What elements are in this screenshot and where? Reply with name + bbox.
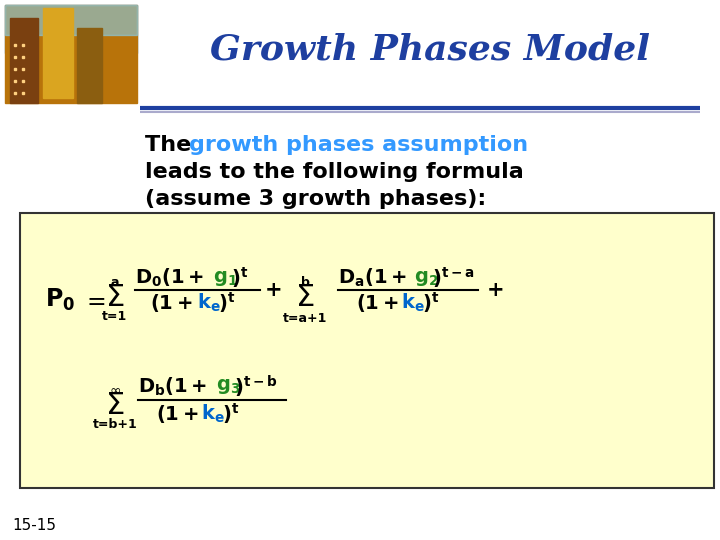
Text: $\mathbf{g_1}$: $\mathbf{g_1}$ [213, 268, 238, 287]
Bar [10, 18, 38, 103]
Text: $\mathbf{D_0(1+}$: $\mathbf{D_0(1+}$ [135, 267, 204, 289]
Text: $\mathbf{(1+}$: $\mathbf{(1+}$ [356, 292, 399, 314]
Text: leads to the following formula: leads to the following formula [145, 162, 523, 182]
Text: t=b+1: t=b+1 [93, 417, 138, 430]
Text: $\mathbf{(1+}$: $\mathbf{(1+}$ [156, 403, 199, 425]
Text: a: a [111, 275, 120, 288]
Text: $\mathbf{)^t}$: $\mathbf{)^t}$ [231, 266, 248, 291]
Text: $\mathbf{+}$: $\mathbf{+}$ [264, 280, 282, 300]
Text: $\mathbf{)^t}$: $\mathbf{)^t}$ [222, 402, 239, 427]
Text: $\mathbf{+}$: $\mathbf{+}$ [486, 280, 504, 300]
Text: growth phases assumption: growth phases assumption [189, 135, 528, 155]
Text: $\mathbf{g_2}$: $\mathbf{g_2}$ [414, 268, 438, 287]
Bar [20, 213, 714, 488]
Bar [43, 8, 73, 98]
Text: $\mathbf{k_e}$: $\mathbf{k_e}$ [401, 292, 425, 314]
Text: $\mathbf{(1+}$: $\mathbf{(1+}$ [150, 292, 193, 314]
Bar [77, 28, 102, 103]
Text: t=1: t=1 [102, 309, 127, 322]
Bar [5, 5, 137, 35]
Text: $\mathbf{k_e}$: $\mathbf{k_e}$ [197, 292, 221, 314]
Text: $=$: $=$ [82, 288, 106, 312]
Text: $\mathbf{D_b(1+}$: $\mathbf{D_b(1+}$ [138, 376, 207, 398]
Text: $\mathbf{)^{t-a}}$: $\mathbf{)^{t-a}}$ [432, 266, 474, 291]
Text: $\Sigma$: $\Sigma$ [105, 392, 125, 421]
Text: $\infty$: $\infty$ [109, 383, 121, 397]
Text: $\mathbf{)^{t-b}}$: $\mathbf{)^{t-b}}$ [234, 374, 277, 400]
Bar [5, 5, 137, 103]
Text: The: The [145, 135, 199, 155]
Text: Growth Phases Model: Growth Phases Model [210, 33, 650, 67]
Text: $\Sigma$: $\Sigma$ [105, 284, 125, 313]
Bar [5, 5, 137, 53]
Text: 15-15: 15-15 [12, 517, 56, 532]
Text: $\mathbf{D_a(1+}$: $\mathbf{D_a(1+}$ [338, 267, 407, 289]
Text: b: b [300, 275, 310, 288]
Text: $\mathbf{P_0}$: $\mathbf{P_0}$ [45, 287, 75, 313]
Text: $\mathbf{)^t}$: $\mathbf{)^t}$ [422, 291, 439, 315]
Text: (assume 3 growth phases):: (assume 3 growth phases): [145, 189, 486, 209]
Text: $\Sigma$: $\Sigma$ [295, 284, 315, 313]
Text: t=a+1: t=a+1 [283, 312, 327, 325]
Text: $\mathbf{k_e}$: $\mathbf{k_e}$ [201, 403, 225, 425]
Text: $\mathbf{g_3}$: $\mathbf{g_3}$ [216, 377, 240, 396]
Text: $\mathbf{)^t}$: $\mathbf{)^t}$ [218, 291, 235, 315]
